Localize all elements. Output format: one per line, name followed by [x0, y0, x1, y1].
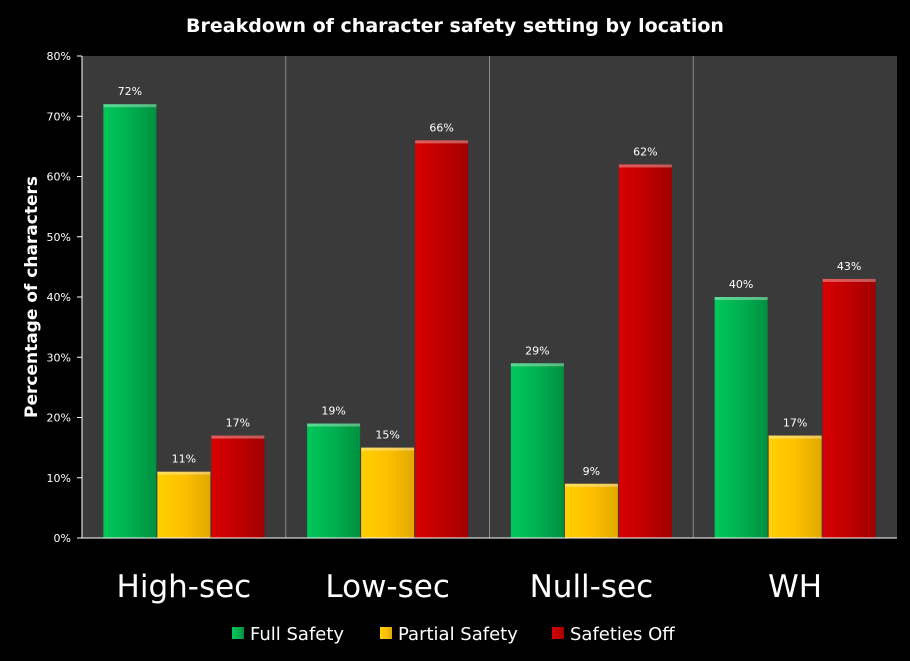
y-tick-label: 20% — [47, 412, 71, 425]
data-labels: 72% 11% 17% 19% 15% 66% 29% 9% 62% 40% 17% 43% — [118, 85, 862, 478]
y-tick-label: 80% — [47, 50, 71, 63]
bar-full-safety-wh — [714, 297, 768, 538]
legend-label: Full Safety — [250, 624, 344, 645]
bar-top-highlight — [618, 164, 672, 168]
category-label: Null-sec — [530, 569, 654, 605]
bar-full-safety-low-sec — [307, 423, 361, 538]
legend-swatch-safeties-off — [552, 627, 564, 639]
bar-top-highlight — [564, 483, 618, 487]
data-label: 66% — [429, 121, 453, 134]
legend-swatch-partial-safety — [380, 627, 392, 639]
data-label: 11% — [172, 453, 196, 466]
chart-title: Breakdown of character safety setting by… — [186, 15, 724, 37]
data-label: 9% — [583, 465, 600, 478]
bar-top-highlight — [103, 104, 157, 108]
data-label: 29% — [525, 344, 549, 357]
y-tick-label: 10% — [47, 472, 71, 485]
y-axis-label: Percentage of characters — [22, 176, 42, 418]
bar-top-highlight — [510, 363, 564, 367]
bar-top-highlight — [307, 423, 361, 427]
bar-full-safety-null-sec — [510, 363, 564, 538]
legend-label: Partial Safety — [398, 624, 518, 645]
bar-partial-safety-high-sec — [157, 471, 211, 538]
bar-safeties-off-low-sec — [415, 140, 469, 538]
category-label: WH — [768, 569, 822, 605]
data-label: 43% — [837, 260, 861, 273]
data-label: 62% — [633, 145, 657, 158]
category-separators — [285, 56, 694, 538]
y-tick-label: 30% — [47, 351, 71, 364]
data-label: 40% — [729, 278, 753, 291]
y-tick-label: 40% — [47, 291, 71, 304]
bar-top-highlight — [415, 140, 469, 144]
y-tick-label: 60% — [47, 171, 71, 184]
category-labels: High-sec Low-sec Null-sec WH — [117, 569, 823, 605]
y-tick-label: 70% — [47, 110, 71, 123]
bar-partial-safety-low-sec — [361, 447, 415, 538]
bar-top-highlight — [157, 471, 211, 475]
bar-partial-safety-wh — [768, 435, 822, 538]
bars — [103, 104, 876, 538]
bar-top-highlight — [768, 435, 822, 439]
bar-safeties-off-high-sec — [211, 435, 265, 538]
bar-top-highlight — [822, 278, 876, 282]
data-label: 17% — [226, 417, 250, 430]
y-axis-ticks: 0% 10% 20% 30% 40% 50% 60% 70% 80% — [47, 50, 83, 545]
bar-safeties-off-wh — [822, 278, 876, 538]
bar-partial-safety-null-sec — [564, 483, 618, 538]
legend-swatch-full-safety — [232, 627, 244, 639]
bar-top-highlight — [211, 435, 265, 439]
category-label: High-sec — [117, 569, 252, 605]
bar-top-highlight — [361, 447, 415, 451]
y-tick-label: 50% — [47, 231, 71, 244]
category-label: Low-sec — [325, 569, 450, 605]
bar-full-safety-high-sec — [103, 104, 157, 538]
data-label: 17% — [783, 417, 807, 430]
legend: Full Safety Partial Safety Safeties Off — [232, 624, 675, 645]
data-label: 19% — [321, 405, 345, 418]
legend-label: Safeties Off — [570, 624, 675, 645]
bar-safeties-off-null-sec — [618, 164, 672, 538]
y-tick-label: 0% — [54, 532, 71, 545]
data-label: 15% — [375, 429, 399, 442]
data-label: 72% — [118, 85, 142, 98]
bar-top-highlight — [714, 297, 768, 300]
